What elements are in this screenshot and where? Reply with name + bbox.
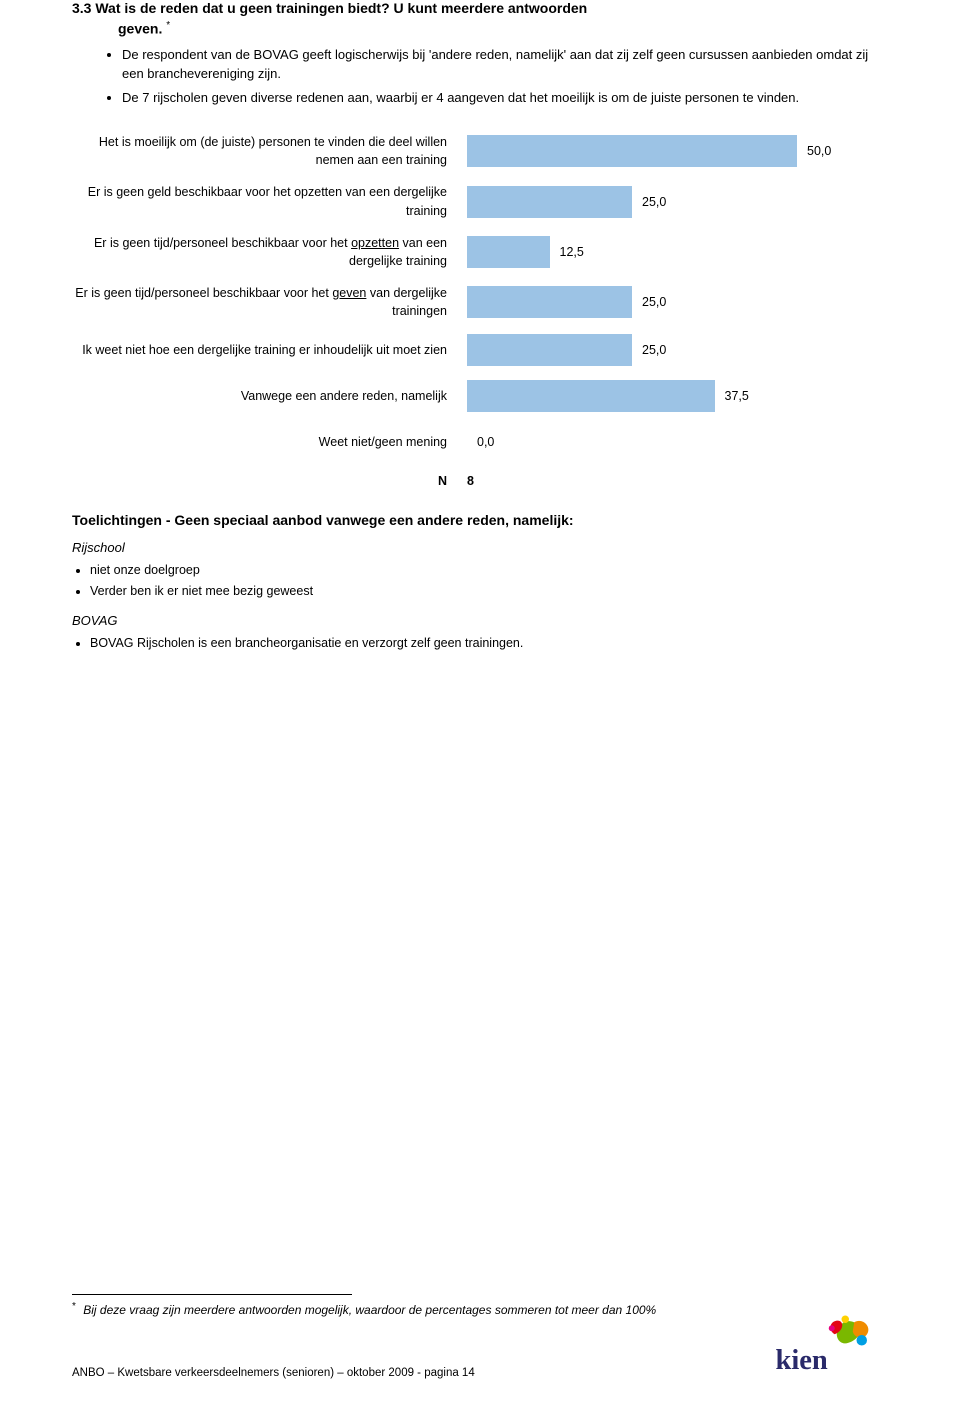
logo-text: kien	[776, 1345, 828, 1376]
question-title-line1: 3.3 Wat is de reden dat u geen traininge…	[72, 0, 888, 16]
question-title-text2: geven.	[118, 21, 162, 37]
chart-row-label: Het is moeilijk om (de juiste) personen …	[72, 133, 467, 169]
chart-bar-wrap: 12,5	[467, 236, 887, 268]
chart-value: 25,0	[642, 343, 666, 357]
toelichting-item: niet onze doelgroep	[90, 561, 888, 580]
toelichting-item: BOVAG Rijscholen is een brancheorganisat…	[90, 634, 888, 653]
chart-row-label: Er is geen tijd/personeel beschikbaar vo…	[72, 284, 467, 320]
chart-bar-wrap: 25,0	[467, 286, 887, 318]
kien-logo: kien	[768, 1309, 888, 1379]
chart-value: 37,5	[725, 389, 749, 403]
chart-value: 0,0	[477, 435, 494, 449]
toelichting-group2-list: BOVAG Rijscholen is een brancheorganisat…	[76, 634, 888, 653]
intro-bullet: De respondent van de BOVAG geeft logisch…	[122, 45, 888, 84]
chart-bar-wrap: 25,0	[467, 186, 887, 218]
chart-bar-wrap: 25,0	[467, 334, 887, 366]
chart-value: 12,5	[560, 245, 584, 259]
question-block: 3.3 Wat is de reden dat u geen traininge…	[72, 0, 888, 37]
intro-bullets: De respondent van de BOVAG geeft logisch…	[102, 45, 888, 108]
chart-row: Er is geen tijd/personeel beschikbaar vo…	[72, 234, 888, 270]
question-title-text: 3.3 Wat is de reden dat u geen traininge…	[72, 0, 587, 16]
chart-row-label: Er is geen geld beschikbaar voor het opz…	[72, 183, 467, 219]
chart-n-row: N8	[72, 472, 888, 490]
chart-row: Weet niet/geen mening 0,0	[72, 426, 888, 458]
chart-row-label: Ik weet niet hoe een dergelijke training…	[72, 341, 467, 359]
chart-row: Vanwege een andere reden, namelijk 37,5	[72, 380, 888, 412]
chart-n-value: 8	[467, 474, 474, 488]
chart-row: Ik weet niet hoe een dergelijke training…	[72, 334, 888, 366]
chart-value: 25,0	[642, 195, 666, 209]
chart-bar-wrap: 37,5	[467, 380, 887, 412]
chart-bar	[467, 286, 632, 318]
toelichting-heading: Toelichtingen - Geen speciaal aanbod van…	[72, 512, 888, 528]
chart-bar	[467, 186, 632, 218]
chart-bar	[467, 380, 715, 412]
toelichting-group1-head: Rijschool	[72, 540, 888, 555]
chart-n-label: N	[72, 472, 467, 490]
chart-value: 50,0	[807, 144, 831, 158]
chart-bar-wrap: 0,0	[467, 426, 887, 458]
toelichting-group2-head: BOVAG	[72, 613, 888, 628]
toelichting-item: Verder ben ik er niet mee bezig geweest	[90, 582, 888, 601]
chart-bar	[467, 135, 797, 167]
question-title-line2: geven. *	[118, 20, 888, 37]
toelichting-group1-list: niet onze doelgroep Verder ben ik er niet…	[76, 561, 888, 601]
footer-text: ANBO – Kwetsbare verkeersdeelnemers (sen…	[72, 1367, 475, 1379]
reasons-bar-chart: Het is moeilijk om (de juiste) personen …	[72, 133, 888, 490]
chart-bar	[467, 334, 632, 366]
chart-row: Het is moeilijk om (de juiste) personen …	[72, 133, 888, 169]
chart-n-wrap: 8	[467, 474, 887, 488]
chart-row: Er is geen geld beschikbaar voor het opz…	[72, 183, 888, 219]
question-asterisk: *	[166, 20, 170, 31]
chart-value: 25,0	[642, 295, 666, 309]
intro-bullet: De 7 rijscholen geven diverse redenen aa…	[122, 88, 888, 108]
chart-bar	[467, 236, 550, 268]
chart-row-label: Er is geen tijd/personeel beschikbaar vo…	[72, 234, 467, 270]
chart-row-label: Vanwege een andere reden, namelijk	[72, 387, 467, 405]
chart-row: Er is geen tijd/personeel beschikbaar vo…	[72, 284, 888, 320]
page-footer: ANBO – Kwetsbare verkeersdeelnemers (sen…	[72, 1309, 888, 1379]
chart-row-label: Weet niet/geen mening	[72, 433, 467, 451]
chart-bar-wrap: 50,0	[467, 135, 887, 167]
